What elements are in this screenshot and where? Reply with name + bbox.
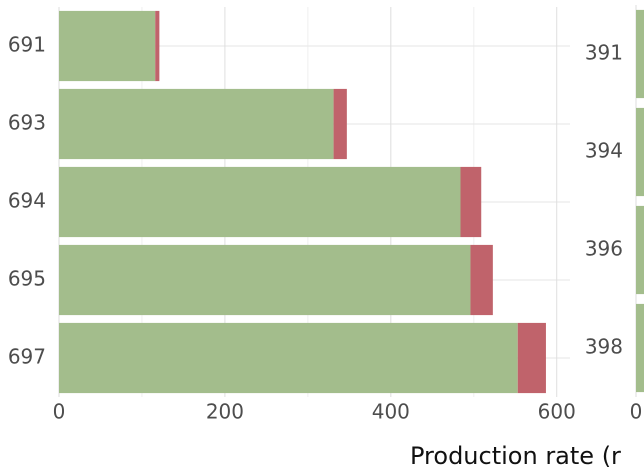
bar-segment (59, 88, 334, 160)
bar-segment (636, 303, 644, 393)
bar-segment (59, 322, 518, 394)
y-tick-label: 694 (8, 189, 46, 213)
bar-segment (636, 205, 644, 295)
y-tick-label: 398 (585, 335, 623, 359)
x-tick-label: 0 (630, 400, 643, 424)
y-tick-label: 391 (585, 41, 623, 65)
x-tick-label: 400 (372, 400, 410, 424)
bar-segment (59, 10, 156, 82)
y-tick-label: 697 (8, 345, 46, 369)
x-tick-label: 0 (53, 400, 66, 424)
bar-segment (460, 166, 482, 238)
y-tick-label: 394 (585, 139, 623, 163)
bar-segment (636, 9, 644, 99)
y-tick-label: 691 (8, 33, 46, 57)
bar-segment (517, 322, 546, 394)
bar-segment (333, 88, 347, 160)
bar-segment (155, 10, 160, 82)
x-tick-label: 600 (538, 400, 576, 424)
bar-segment (59, 244, 471, 316)
bar-segment (59, 166, 461, 238)
x-axis-label: Production rate (r (410, 442, 621, 470)
x-tick-label: 200 (206, 400, 244, 424)
y-tick-label: 693 (8, 111, 46, 135)
bar-segment (470, 244, 493, 316)
y-tick-label: 396 (585, 237, 623, 261)
y-tick-label: 695 (8, 267, 46, 291)
bar-segment (636, 107, 644, 197)
